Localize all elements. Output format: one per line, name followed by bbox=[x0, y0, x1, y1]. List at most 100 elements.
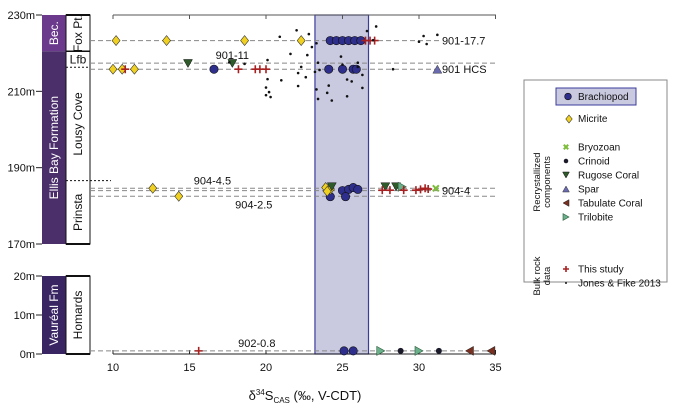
legend-marker bbox=[562, 199, 570, 207]
data-point bbox=[174, 190, 184, 202]
series-crinoid bbox=[397, 347, 442, 354]
data-point bbox=[316, 61, 320, 65]
data-point bbox=[464, 345, 474, 356]
series-tabulate-coral bbox=[464, 345, 496, 356]
y-tick-label: 20m bbox=[14, 271, 35, 283]
data-point bbox=[266, 58, 269, 62]
x-tick-label: 20 bbox=[260, 362, 272, 374]
y-tick-label: 190m bbox=[7, 163, 35, 175]
data-point bbox=[130, 63, 139, 75]
data-point bbox=[374, 25, 378, 28]
data-point bbox=[209, 64, 219, 74]
legend-label: Crinoid bbox=[578, 157, 610, 168]
data-point bbox=[318, 68, 321, 72]
data-point bbox=[348, 346, 358, 356]
data-point bbox=[306, 53, 309, 57]
data-point bbox=[370, 36, 379, 45]
xlabel-sub: CAS bbox=[273, 396, 289, 405]
formation-label: Bec. bbox=[47, 21, 61, 45]
series-this-study bbox=[121, 36, 433, 195]
x-tick-label: 25 bbox=[336, 362, 348, 374]
legend-highlight-box bbox=[555, 87, 637, 106]
legend-label: Brachiopod bbox=[578, 92, 629, 103]
data-point bbox=[422, 34, 425, 38]
y-tick-label: 0m bbox=[20, 349, 35, 361]
legend-marker bbox=[563, 158, 569, 164]
data-point bbox=[345, 94, 349, 98]
x-tick-label: 35 bbox=[489, 362, 501, 374]
series-spar bbox=[432, 64, 443, 74]
legend-marker bbox=[565, 282, 567, 284]
xlabel-sup: 34 bbox=[256, 388, 265, 397]
formation-block bbox=[42, 51, 66, 245]
legend-label: Rugose Coral bbox=[578, 171, 639, 182]
legend-marker bbox=[562, 213, 570, 221]
data-point bbox=[432, 184, 440, 192]
axes: 10 15 20 25 30 35 170m 190m 210m 230m 0m 10m 20m bbox=[7, 10, 501, 374]
data-point bbox=[361, 86, 364, 90]
data-point bbox=[361, 73, 364, 77]
data-point bbox=[269, 95, 272, 99]
series-this-study bbox=[194, 346, 203, 355]
data-point bbox=[307, 32, 311, 36]
member-label: Prinsta bbox=[71, 193, 85, 231]
legend-marker bbox=[563, 144, 569, 150]
data-point bbox=[356, 61, 360, 65]
legend-marker bbox=[563, 266, 569, 272]
legend-group-title: components bbox=[542, 156, 553, 208]
stratigraphic-column: Bec. Ellis Bay Formation Fox Pt.Lfb Lousy C… bbox=[42, 14, 111, 355]
series-jones-fike-2013 bbox=[227, 25, 439, 102]
xlabel-rest: (‰, V-CDT) bbox=[290, 388, 362, 403]
legend-marker bbox=[565, 114, 573, 124]
data-point bbox=[417, 40, 421, 44]
member-label: Homards bbox=[71, 291, 85, 340]
legend-marker bbox=[564, 92, 572, 101]
data-point bbox=[436, 33, 439, 37]
data-point bbox=[330, 99, 334, 102]
data-point bbox=[432, 64, 443, 74]
data-point bbox=[380, 182, 391, 192]
data-point bbox=[326, 182, 337, 192]
data-point bbox=[322, 185, 332, 197]
data-point bbox=[264, 93, 268, 97]
legend-label: Trilobite bbox=[578, 213, 614, 224]
data-point bbox=[339, 346, 349, 356]
x-tick-label: 15 bbox=[183, 362, 195, 374]
legend-group-title: data bbox=[542, 266, 553, 285]
xlabel-delta: δ bbox=[249, 388, 256, 403]
data-point bbox=[296, 84, 300, 88]
level-label: 904-4.5 bbox=[194, 175, 231, 187]
data-point bbox=[234, 65, 243, 74]
member-column bbox=[65, 275, 91, 355]
legend: Brachiopod Micrite Bryozoan Crinoid Rugose C… bbox=[523, 79, 668, 296]
data-point bbox=[414, 345, 424, 356]
data-point bbox=[227, 61, 231, 64]
data-point bbox=[111, 35, 121, 47]
data-point bbox=[264, 86, 268, 89]
data-point bbox=[315, 88, 318, 91]
data-point bbox=[108, 63, 118, 75]
legend-marker bbox=[562, 185, 570, 193]
member-label: Fox Pt. bbox=[71, 14, 85, 52]
data-point bbox=[378, 186, 387, 195]
legend-group-title: Bulk rock bbox=[532, 256, 543, 295]
data-point bbox=[266, 77, 269, 81]
data-point bbox=[397, 181, 407, 192]
data-point bbox=[341, 63, 344, 66]
data-point bbox=[356, 65, 360, 69]
formation-label: Ellis Bay Formation bbox=[47, 96, 61, 199]
y-tick-label: 230m bbox=[7, 10, 35, 22]
data-point bbox=[299, 65, 303, 69]
legend-label: Tabulate Coral bbox=[578, 199, 642, 210]
data-point bbox=[313, 70, 317, 74]
data-point bbox=[341, 192, 351, 202]
data-point bbox=[351, 64, 361, 74]
series-bryozoan bbox=[432, 184, 440, 192]
formation-label: Vauréal Fm bbox=[47, 284, 61, 345]
legend-label: Micrite bbox=[578, 114, 608, 125]
level-label: 901-17.7 bbox=[442, 36, 485, 48]
data-point bbox=[339, 55, 343, 58]
data-point bbox=[350, 80, 353, 83]
series-brachiopod bbox=[339, 346, 358, 356]
legend-label: Spar bbox=[578, 185, 600, 196]
